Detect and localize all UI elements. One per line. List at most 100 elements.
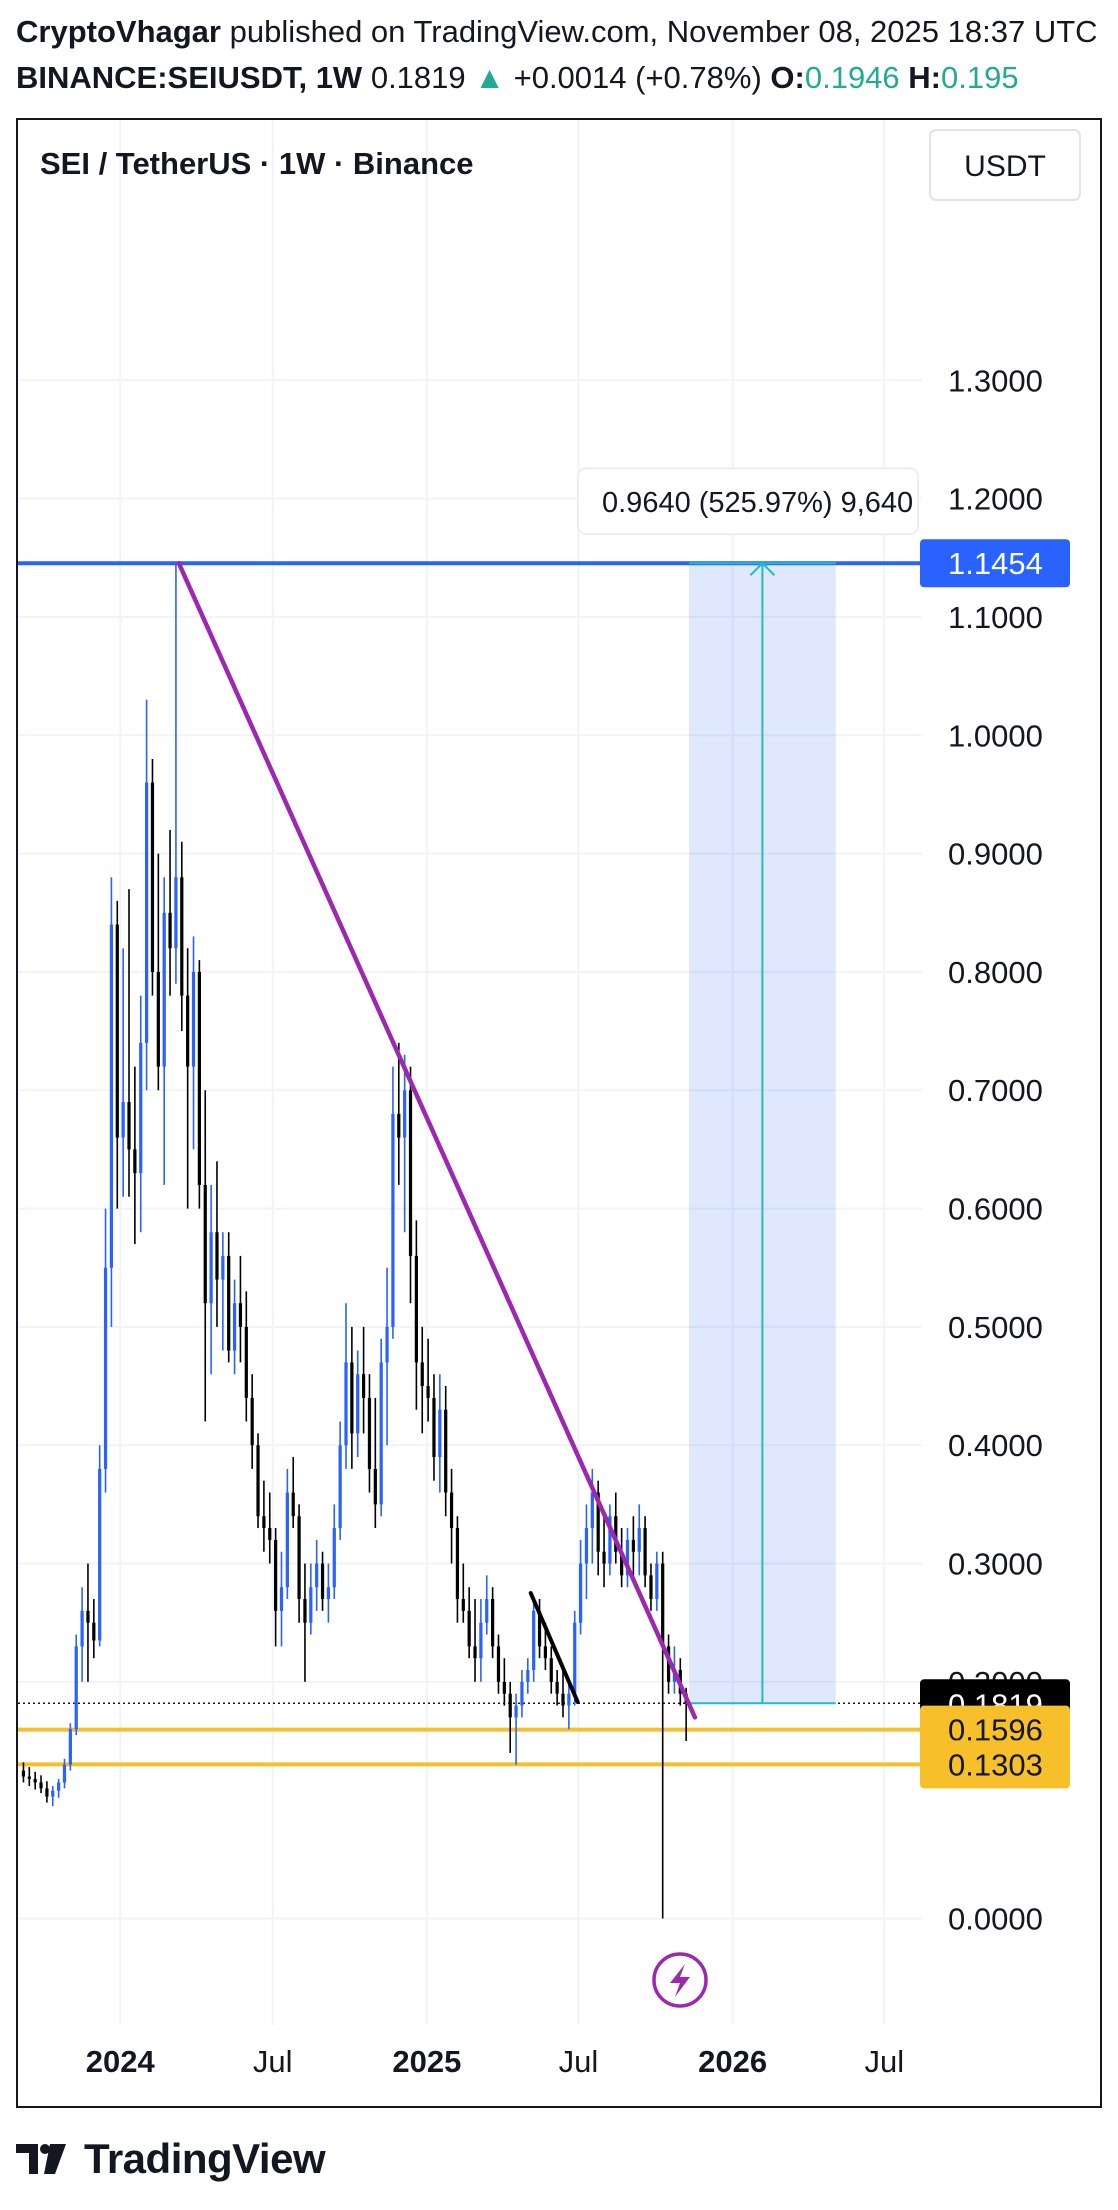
- candle-body: [303, 1599, 307, 1623]
- chart-overlay: SEI / TetherUS · 1W · Binance USDT 0.9640 …: [40, 129, 1081, 2008]
- y-tick-label: 0.0000: [948, 1902, 1043, 1937]
- y-tick-label: 0.9000: [948, 837, 1043, 872]
- candle-body: [209, 1232, 213, 1304]
- candle-body: [197, 971, 201, 1185]
- candle-body: [467, 1610, 471, 1647]
- candle-body: [21, 1770, 26, 1777]
- candle-body: [420, 1362, 424, 1387]
- candle-body: [649, 1575, 653, 1600]
- axis-gap: [924, 466, 932, 537]
- lightning-icon[interactable]: [652, 1952, 708, 2008]
- candle-body: [232, 1303, 237, 1351]
- candle-body: [514, 1705, 518, 1718]
- candle-body: [68, 1729, 72, 1765]
- candle-body: [92, 1622, 96, 1641]
- price-change: +0.0014 (+0.78%): [513, 60, 762, 95]
- change-up-icon: ▲: [474, 60, 505, 95]
- measure-tool: [689, 561, 836, 1705]
- y-tick-label: 1.1000: [948, 600, 1043, 635]
- candle-body: [121, 1102, 125, 1138]
- x-tick-label: 2024: [86, 2044, 156, 2079]
- candle-body: [33, 1778, 37, 1783]
- candle-body: [221, 1255, 225, 1280]
- candle-body: [637, 1528, 641, 1552]
- candle-body: [268, 1528, 272, 1540]
- candle-body: [332, 1528, 336, 1588]
- candle-body: [338, 1445, 342, 1529]
- candle-body: [485, 1599, 489, 1623]
- candle-body: [438, 1409, 442, 1458]
- candle-body: [379, 1362, 383, 1505]
- candle-body: [86, 1610, 90, 1623]
- candle-body: [103, 1267, 108, 1469]
- candle-body: [39, 1782, 43, 1789]
- candle-body: [373, 1468, 377, 1505]
- open-label: O:: [770, 60, 805, 95]
- trendlines: [176, 560, 698, 1720]
- candles: [21, 563, 688, 1919]
- y-tick-label: 0.8000: [948, 955, 1043, 990]
- candle-body: [279, 1587, 284, 1611]
- candle-body: [51, 1790, 55, 1797]
- trendline: [176, 560, 698, 1720]
- candle-body: [455, 1528, 460, 1600]
- symbol-info-line: BINANCE:SEIUSDT, 1W 0.1819 ▲ +0.0014 (+0…: [16, 58, 1019, 98]
- candle-body: [174, 877, 178, 949]
- candle-body: [432, 1397, 436, 1458]
- candle-body: [403, 1090, 407, 1138]
- candle-body: [361, 1374, 366, 1398]
- candle-body: [297, 1516, 301, 1600]
- candle-body: [326, 1587, 331, 1600]
- candle-body: [109, 924, 114, 1268]
- tradingview-branding[interactable]: TradingView: [16, 2135, 326, 2183]
- author-name[interactable]: CryptoVhagar: [16, 14, 221, 49]
- candle-body: [496, 1646, 501, 1682]
- y-tick-label: 0.3000: [948, 1547, 1043, 1582]
- candle-body: [256, 1445, 260, 1517]
- publish-line: CryptoVhagar published on TradingView.co…: [16, 12, 1098, 52]
- candle-body: [244, 1326, 248, 1398]
- candle-body: [80, 1610, 84, 1647]
- candle-body: [614, 1516, 618, 1552]
- candle-body: [631, 1539, 635, 1552]
- currency-button[interactable]: [929, 129, 1081, 201]
- measure-tooltip-text: 0.9640 (525.97%) 9,640: [602, 487, 913, 519]
- candle-body: [661, 1563, 665, 1647]
- chart-title: SEI / TetherUS · 1W · Binance: [40, 146, 474, 181]
- x-tick-label: 2026: [698, 2044, 767, 2079]
- candle-body: [643, 1528, 647, 1576]
- tradingview-logo-text: TradingView: [84, 2135, 326, 2182]
- candle-body: [150, 782, 155, 972]
- y-tick-label: 1.0000: [948, 718, 1043, 753]
- candle-body: [608, 1516, 612, 1564]
- y-tick-label: 0.4000: [948, 1428, 1043, 1463]
- candle-body: [502, 1681, 506, 1694]
- x-tick-label: 2025: [392, 2044, 461, 2079]
- candle-body: [596, 1492, 600, 1552]
- high-value: 0.195: [941, 60, 1019, 95]
- trendline: [528, 1591, 580, 1704]
- candle-body: [203, 1184, 207, 1304]
- open-value: 0.1946: [804, 60, 900, 95]
- candle-body: [543, 1646, 548, 1659]
- candle-body: [168, 912, 172, 949]
- candle-body: [350, 1362, 354, 1434]
- candle-body: [567, 1693, 571, 1706]
- candle-body: [344, 1362, 348, 1446]
- candle-body: [115, 924, 119, 1138]
- time-axis: 2024 Jul 2025 Jul 2026 Jul: [86, 2044, 904, 2079]
- candle-body: [620, 1551, 624, 1576]
- y-tick-label: 0.5000: [948, 1310, 1043, 1345]
- price-label-text: 1.1454: [948, 546, 1043, 581]
- lightning-bolt: [670, 1964, 690, 1997]
- x-tick-label: Jul: [864, 2044, 904, 2079]
- candle-body: [186, 995, 190, 1067]
- candle-body: [74, 1646, 78, 1730]
- candle-body: [180, 877, 184, 996]
- candle-body: [191, 971, 196, 1067]
- currency-label[interactable]: USDT: [964, 150, 1046, 183]
- candle-body: [444, 1409, 448, 1493]
- candle-body: [162, 912, 166, 1067]
- symbol-name[interactable]: BINANCE:SEIUSDT: [16, 60, 299, 95]
